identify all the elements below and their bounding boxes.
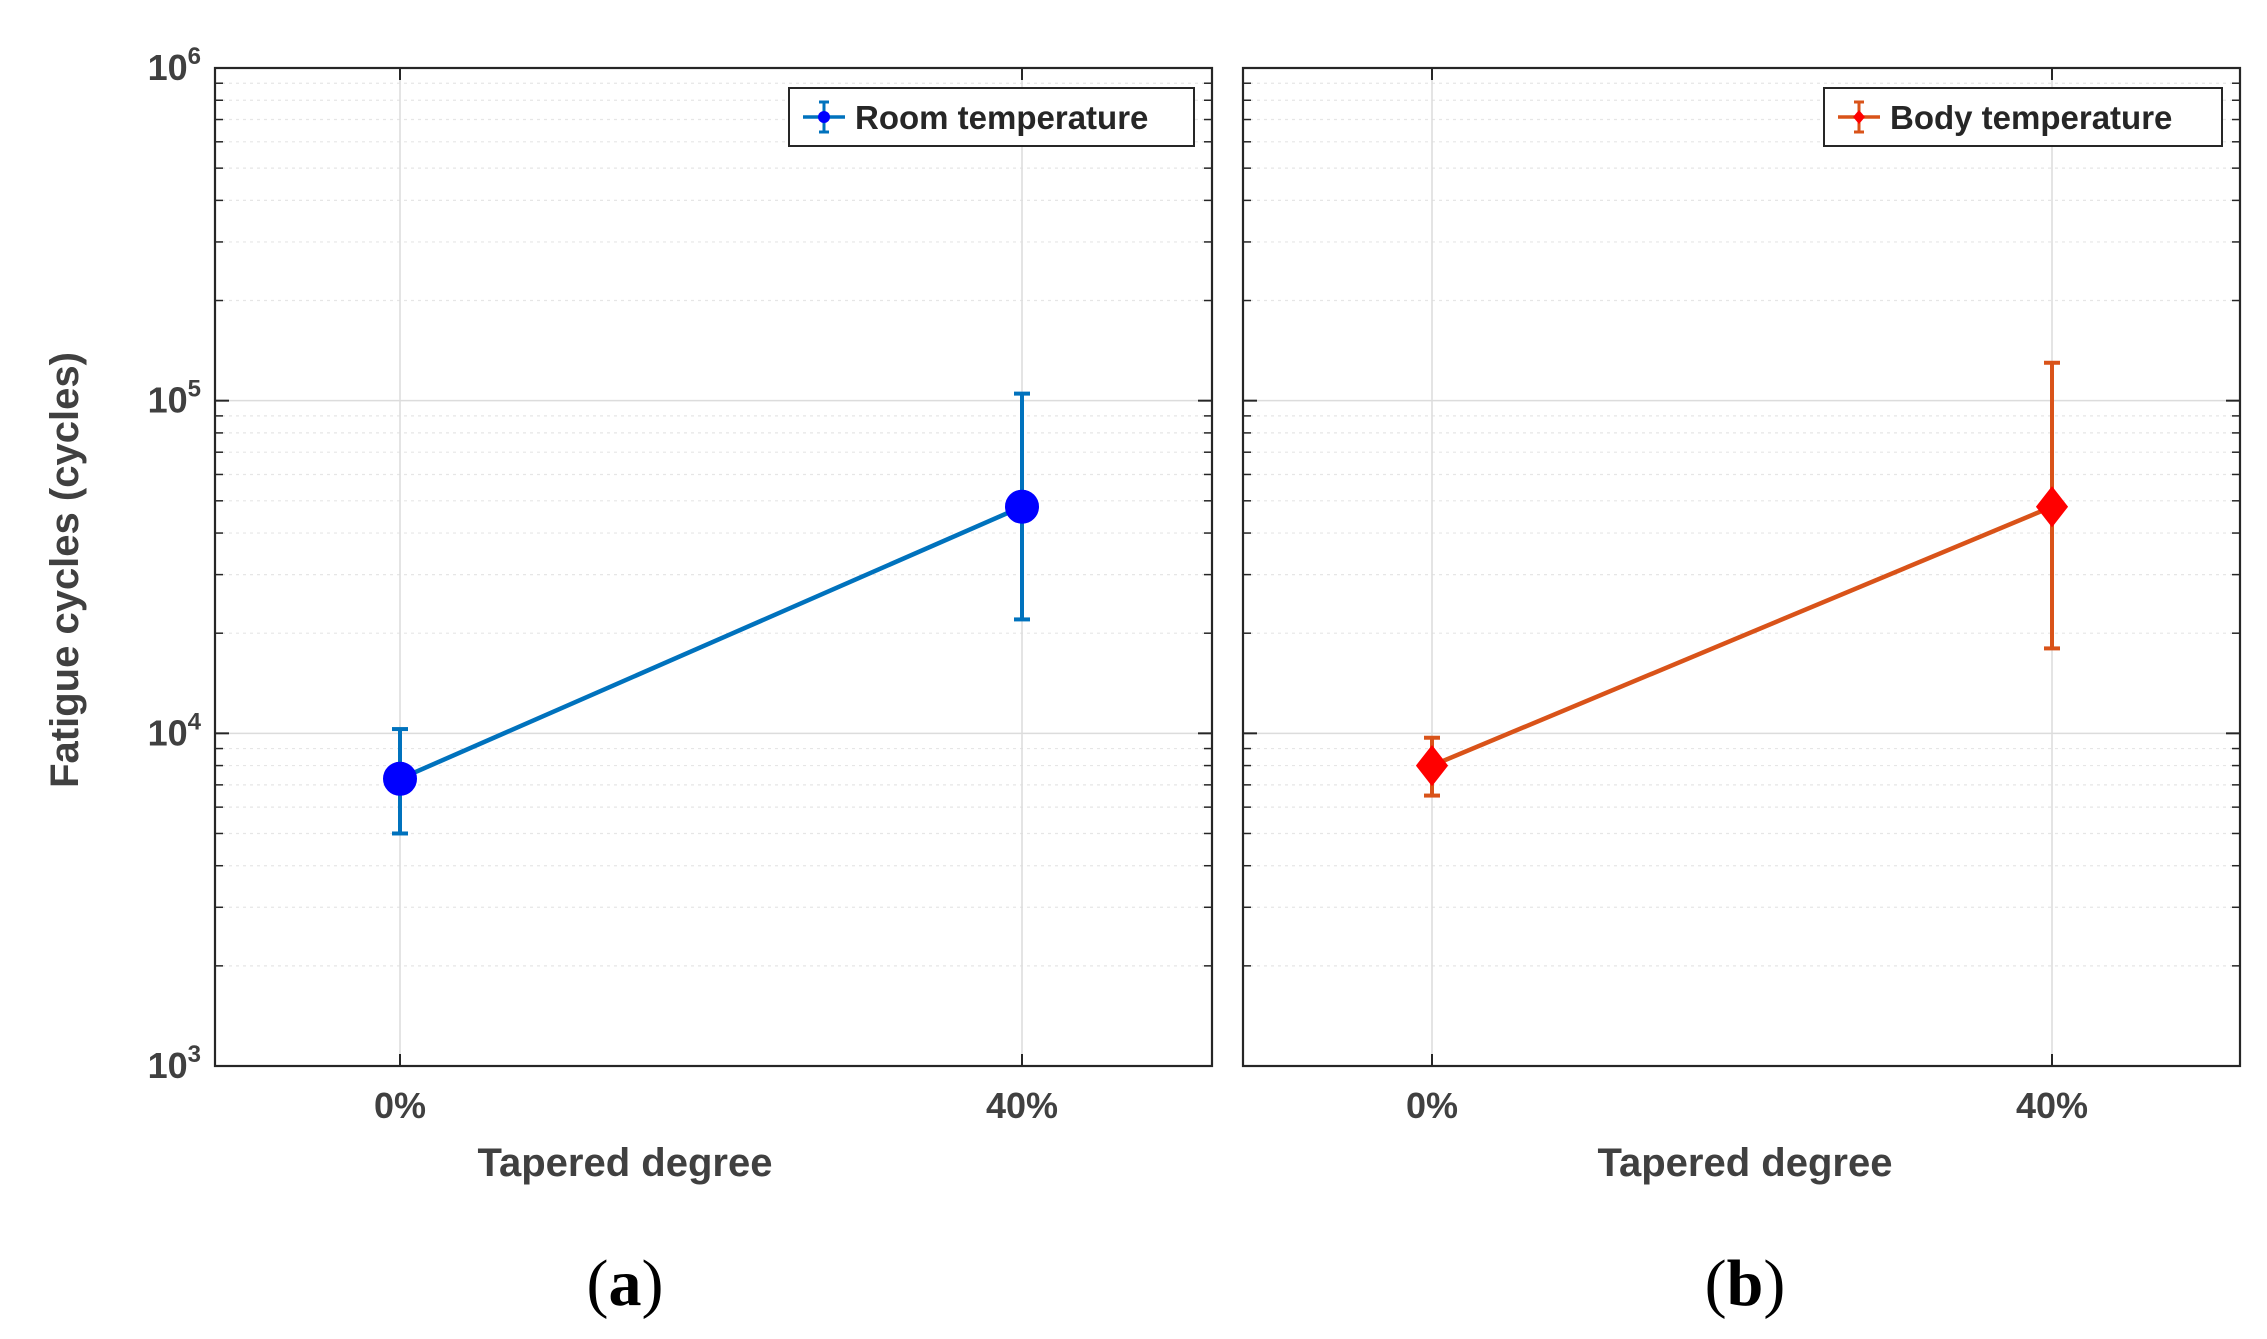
y-tick-label: 106 xyxy=(148,43,201,88)
x-axis-label: Tapered degree xyxy=(478,1141,773,1185)
y-tick-base: 10 xyxy=(148,47,188,88)
x-tick-label: 40% xyxy=(2016,1085,2088,1126)
x-tick-label: 40% xyxy=(986,1085,1058,1126)
plot-area xyxy=(1243,68,2240,1066)
panel-label-close: ) xyxy=(1763,1247,1785,1320)
legend-label: Body temperature xyxy=(1890,99,2172,136)
y-tick-base: 10 xyxy=(148,712,188,753)
panel-label-close: ) xyxy=(642,1247,664,1320)
data-point xyxy=(2035,486,2069,528)
y-tick-base: 10 xyxy=(148,1045,188,1086)
y-tick-label: 103 xyxy=(148,1041,201,1086)
y-tick-exponent: 5 xyxy=(188,376,201,403)
panel-label-letter: b xyxy=(1727,1247,1764,1320)
data-point xyxy=(383,761,417,796)
panel-b: 0% 40% Tapered degree Body temperature (b) xyxy=(1241,66,2242,1320)
panel-label: (a) xyxy=(587,1247,664,1320)
legend-marker xyxy=(818,111,830,123)
x-tick-label: 0% xyxy=(1406,1085,1458,1126)
axes-box xyxy=(1241,66,2242,1068)
series-line xyxy=(1431,504,2053,768)
y-tick-exponent: 6 xyxy=(188,43,201,70)
data-point xyxy=(1005,489,1039,524)
legend-box xyxy=(1823,87,2223,147)
x-axis-label: Tapered degree xyxy=(1598,1141,1893,1185)
panel-label-open: ( xyxy=(1705,1247,1727,1320)
axes-box xyxy=(213,66,1214,1068)
data-point xyxy=(1415,744,1449,787)
series-line xyxy=(399,504,1023,781)
x-tick-label: 0% xyxy=(374,1085,426,1126)
y-tick-exponent: 3 xyxy=(188,1041,201,1068)
y-tick-label: 104 xyxy=(148,708,202,753)
legend-box xyxy=(788,87,1195,147)
y-axis-label: Fatigue cycles (cycles) xyxy=(43,352,87,788)
y-tick-base: 10 xyxy=(148,380,188,421)
y-tick-exponent: 4 xyxy=(188,708,202,735)
legend-label: Room temperature xyxy=(855,99,1148,136)
y-tick-label: 105 xyxy=(148,376,201,421)
panel-label-letter: a xyxy=(609,1247,642,1320)
panel-label: (b) xyxy=(1705,1247,1786,1320)
legend-marker xyxy=(1853,110,1865,124)
panel-label-open: ( xyxy=(587,1247,609,1320)
plot-area xyxy=(215,68,1212,1066)
